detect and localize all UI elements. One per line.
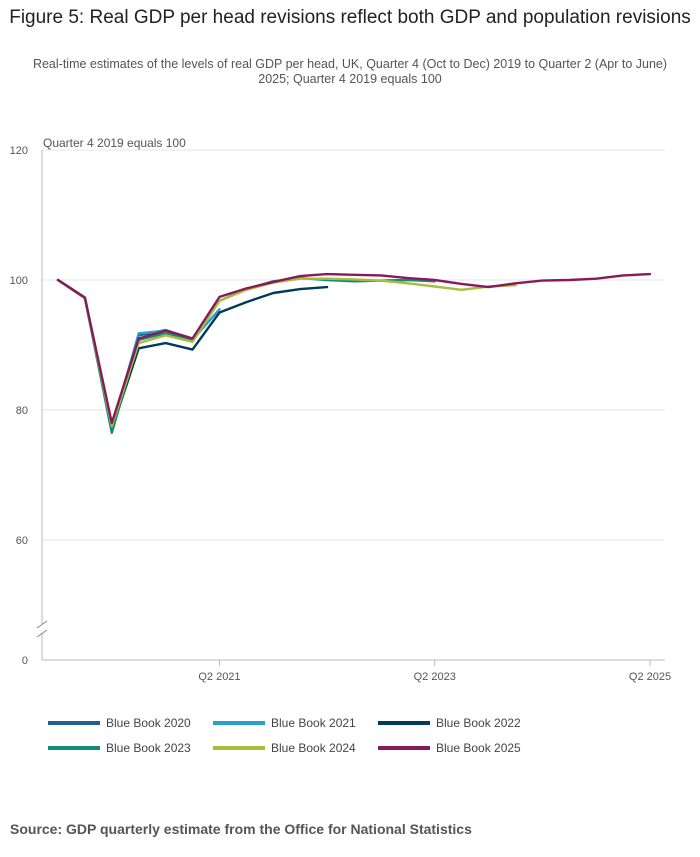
legend-item-blue-book-2025: Blue Book 2025 bbox=[378, 741, 521, 755]
series-line-blue-book-2024 bbox=[56, 277, 517, 428]
y-tick-label-100: 100 bbox=[10, 275, 28, 287]
chart-subtitle: Real-time estimates of the levels of rea… bbox=[32, 57, 668, 86]
legend-item-blue-book-2023: Blue Book 2023 bbox=[48, 741, 191, 755]
y-tick-label-80: 80 bbox=[16, 405, 28, 417]
series-line-blue-book-2025 bbox=[56, 272, 652, 425]
chart-title: Figure 5: Real GDP per head revisions re… bbox=[9, 7, 691, 28]
legend-swatch bbox=[48, 746, 100, 750]
legend-label: Blue Book 2024 bbox=[271, 741, 356, 755]
axis-break-mark-2 bbox=[36, 629, 48, 638]
series-line-blue-book-2020 bbox=[56, 278, 194, 428]
axis-break-mark-1 bbox=[36, 620, 48, 629]
legend-item-blue-book-2022: Blue Book 2022 bbox=[378, 716, 521, 730]
legend-swatch bbox=[213, 721, 265, 725]
legend-item-blue-book-2021: Blue Book 2021 bbox=[213, 716, 356, 730]
legend-item-blue-book-2024: Blue Book 2024 bbox=[213, 741, 356, 755]
y-tick-label-60: 60 bbox=[16, 535, 28, 547]
y-axis-unit-label: Quarter 4 2019 equals 100 bbox=[43, 136, 186, 150]
legend-swatch bbox=[378, 721, 430, 725]
x-tick-label-q2-2023: Q2 2023 bbox=[414, 671, 456, 683]
x-tick-label-q2-2025: Q2 2025 bbox=[629, 671, 671, 683]
source-note: Source: GDP quarterly estimate from the … bbox=[10, 821, 472, 837]
legend-label: Blue Book 2022 bbox=[436, 716, 521, 730]
line-chart: 0 60 80 100 120 Quarter 4 2019 equals 100 Q2 2… bbox=[10, 136, 671, 683]
legend-label: Blue Book 2025 bbox=[436, 741, 521, 755]
x-tick-label-q2-2021: Q2 2021 bbox=[198, 671, 240, 683]
legend-label: Blue Book 2021 bbox=[271, 716, 356, 730]
legend-swatch bbox=[378, 746, 430, 750]
legend-swatch bbox=[213, 746, 265, 750]
y-tick-label-120: 120 bbox=[10, 145, 28, 157]
legend-item-blue-book-2020: Blue Book 2020 bbox=[48, 716, 191, 730]
series-line-blue-book-2021 bbox=[56, 278, 221, 431]
legend-swatch bbox=[48, 721, 100, 725]
legend-label: Blue Book 2023 bbox=[106, 741, 191, 755]
y-tick-label-0: 0 bbox=[22, 655, 28, 667]
legend-label: Blue Book 2020 bbox=[106, 716, 191, 730]
